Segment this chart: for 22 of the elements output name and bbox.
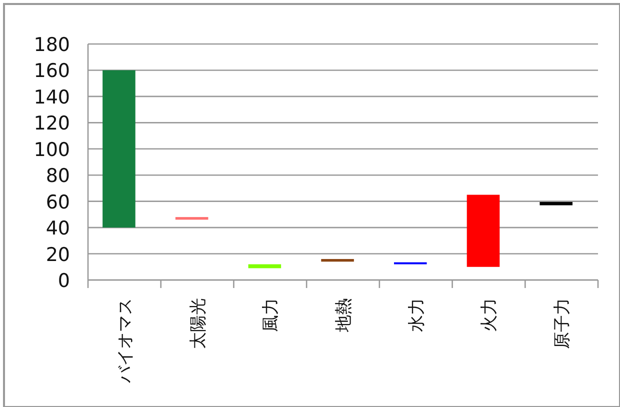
bar (102, 70, 136, 228)
y-tick-label: 140 (34, 86, 70, 108)
bar (175, 217, 208, 220)
y-tick-label: 120 (34, 112, 70, 135)
bar (540, 202, 572, 206)
y-tick-label: 180 (34, 34, 70, 56)
y-tick-label: 80 (46, 165, 70, 188)
y-tick-label: 160 (34, 60, 70, 82)
y-tick-label: 40 (46, 218, 70, 240)
y-tick-label: 20 (46, 244, 70, 266)
x-tick-label: 太陽光 (188, 298, 208, 349)
y-tick-label: 60 (46, 191, 70, 214)
x-tick-label: 原子力 (552, 298, 573, 349)
bar (466, 194, 500, 267)
y-tick-label: 100 (34, 138, 70, 161)
x-tick-label: 水力 (406, 298, 427, 332)
x-tick-label: バイオマス (115, 298, 136, 384)
bar (321, 259, 354, 262)
y-tick-label: 0 (58, 270, 70, 292)
x-tick-label: 地熱 (334, 298, 354, 333)
x-tick-label: 風力 (261, 298, 282, 332)
x-tick-label: 火力 (480, 298, 500, 332)
